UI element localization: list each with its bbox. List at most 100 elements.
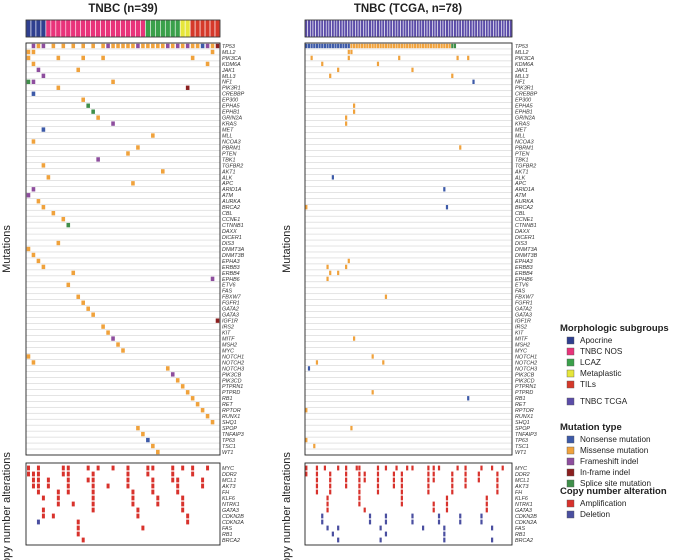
cna-cell-amplification [432,501,435,507]
cna-cell-amplification [451,489,454,495]
mutation-cell-missense [352,109,356,114]
cna-cell-deletion [368,513,372,519]
gene-label: PIK3R1 [515,86,534,92]
cna-cell-amplification [345,465,348,471]
mutation-cell-missense [459,145,462,150]
mutation-cell-frameshift [205,43,210,49]
subgroup-cell-tils [194,19,201,38]
mutation-cell-missense [435,43,438,49]
cna-cell-amplification [76,525,80,531]
subgroup-cell-tnbc_tcga [397,19,401,38]
cna-cell-amplification [432,465,435,471]
gene-label: GRIN2A [222,116,242,122]
gene-label: EPHA3 [515,259,533,265]
gene-label: APC [221,181,233,187]
cna-cell-amplification [66,471,70,477]
cna-gene-label: KLF6 [515,496,528,502]
subgroup-cell-tnbc_tcga [495,19,500,38]
cna-matrix [304,462,513,546]
mutation-cell-missense [31,49,36,55]
gene-label: PTEN [222,151,236,157]
gene-label: RET [222,402,233,408]
legend-swatch-inframe [566,468,575,477]
mutation-cell-missense [374,43,377,49]
cna-cell-amplification [326,501,329,507]
mutation-cell-nonsense [443,187,446,192]
cna-cell-amplification [146,471,150,477]
mutation-cell-missense [36,199,41,204]
mutation-cell-nonsense [305,43,308,49]
gene-label: PIK3CD [222,378,242,384]
cna-cell-amplification [61,471,65,477]
subgroup-cell-tnbc_tcga [410,19,415,38]
subgroup-cell-tnbc_tcga [389,19,393,38]
mutation-cell-missense [210,49,215,55]
gene-label: ALK [221,175,233,181]
gene-label: ATM [221,193,233,199]
mutation-cell-missense [31,252,36,258]
gene-label: MLL [222,133,233,139]
subgroup-cell-apocrine [25,19,32,38]
cna-cell-amplification [36,465,40,471]
cna-cell-amplification [81,537,85,543]
cna-cell-amplification [392,477,396,483]
cna-cell-deletion [459,513,462,519]
gene-label: PTPRD [515,390,533,396]
subgroup-cell-tnbc_nos [75,19,82,38]
subgroup-cell-tnbc_tcga [501,19,505,38]
cna-cell-amplification [126,465,130,471]
cna-cell-amplification [345,471,348,477]
cna-cell-amplification [176,489,180,495]
gene-label: DICER1 [515,235,535,241]
cna-cell-amplification [206,465,210,471]
subgroup-cell-tnbc_tcga [479,19,484,38]
mutation-cell-missense [165,366,170,371]
cna-cell-amplification [131,489,135,495]
cna-cell-deletion [437,519,441,525]
subgroup-bar [25,19,221,38]
gene-label: IGF1R [515,319,531,325]
mutation-cell-missense [86,306,90,311]
cna-cell-amplification [485,495,488,501]
subgroup-cell-tnbc_nos [95,19,101,38]
mutation-cell-missense [352,103,356,108]
mutation-cell-missense [36,43,41,49]
subgroup-cell-tnbc_tcga [333,19,338,38]
cna-cell-amplification [31,477,35,483]
subgroup-cell-tnbc_tcga [424,19,428,38]
mutation-cell-splice [26,79,31,84]
gene-label: EP300 [515,98,531,104]
mutation-cell-missense [305,205,308,210]
gene-label: EPHB1 [515,110,533,116]
cna-cell-amplification [91,483,95,489]
gene-label: RB1 [515,396,526,402]
subgroup-cell-tnbc_tcga [363,19,367,38]
cna-cell-amplification [91,507,95,513]
subgroup-cell-tnbc_tcga [405,19,409,38]
gene-label: TNFAIP3 [515,432,537,438]
gene-label: GATA2 [222,307,239,313]
legend-label: TNBC TCGA [580,397,628,406]
gene-label: PIK3R1 [222,86,241,92]
mutation-cell-missense [382,43,385,49]
subgroup-cell-tnbc_tcga [469,19,473,38]
subgroup-cell-tnbc_tcga [450,19,454,38]
mutation-cell-missense [76,294,81,299]
cna-cell-amplification [363,471,366,477]
subgroup-cell-tnbc_tcga [307,19,311,38]
subgroup-cell-tnbc_tcga [463,19,468,38]
mutation-cell-missense [111,43,115,49]
cna-cell-amplification [432,471,435,477]
mutation-cell-missense [337,270,340,276]
mutation-cell-missense [326,276,329,282]
cna-cell-amplification [56,495,60,501]
cna-cell-amplification [376,471,380,477]
cna-cell-amplification [126,483,130,489]
cna-cell-amplification [151,465,155,471]
subgroup-cell-tils [189,19,196,38]
gene-label: TBK1 [515,157,528,163]
legend-swatch-nonsense [566,435,575,444]
mutation-cell-missense [121,348,125,353]
legend-swatch-deletion [566,510,575,519]
mutations-axis-title: Mutations [1,225,13,273]
